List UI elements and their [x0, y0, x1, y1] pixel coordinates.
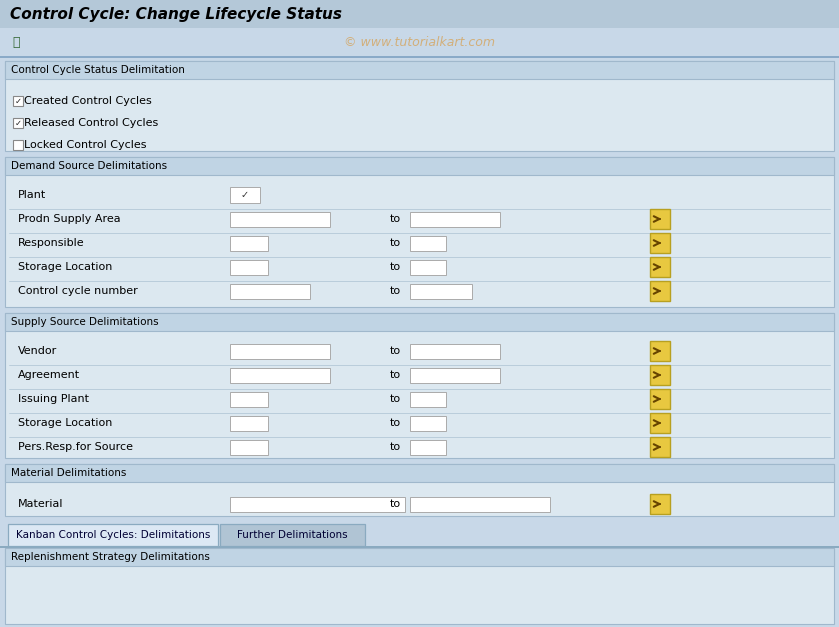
Text: to: to: [389, 499, 400, 509]
Text: Pers.Resp.for Source: Pers.Resp.for Source: [18, 442, 133, 452]
Bar: [650, 413, 670, 433]
Text: to: to: [389, 346, 400, 356]
Bar: [410, 236, 446, 251]
Text: Created Control Cycles: Created Control Cycles: [24, 96, 152, 106]
Bar: [650, 494, 670, 514]
Bar: [5, 548, 834, 566]
Text: to: to: [389, 214, 400, 224]
Bar: [13, 140, 23, 150]
Text: Storage Location: Storage Location: [18, 262, 112, 272]
Text: Vendor: Vendor: [18, 346, 57, 356]
Text: Control Cycle Status Delimitation: Control Cycle Status Delimitation: [11, 65, 185, 75]
Bar: [650, 209, 670, 229]
Text: Control Cycle: Change Lifecycle Status: Control Cycle: Change Lifecycle Status: [10, 6, 342, 21]
Bar: [230, 236, 268, 251]
Bar: [5, 61, 834, 79]
Text: Locked Control Cycles: Locked Control Cycles: [24, 140, 147, 150]
Text: ⌛: ⌛: [13, 36, 20, 48]
Bar: [650, 281, 670, 301]
Text: Prodn Supply Area: Prodn Supply Area: [18, 214, 121, 224]
Text: Replenishment Strategy Delimitations: Replenishment Strategy Delimitations: [11, 552, 210, 562]
Bar: [410, 344, 500, 359]
Bar: [5, 464, 834, 516]
Text: Plant: Plant: [18, 190, 46, 200]
Bar: [410, 367, 500, 382]
Text: Released Control Cycles: Released Control Cycles: [24, 118, 159, 128]
Bar: [230, 260, 268, 275]
Text: ✓: ✓: [241, 190, 249, 200]
Bar: [220, 524, 365, 546]
Bar: [0, 56, 839, 58]
Bar: [0, 546, 839, 548]
Text: to: to: [389, 370, 400, 380]
Text: Material: Material: [18, 499, 64, 509]
Bar: [230, 440, 268, 455]
Bar: [13, 96, 23, 106]
Text: ✓: ✓: [14, 97, 22, 105]
Text: Responsible: Responsible: [18, 238, 85, 248]
Bar: [8, 524, 218, 546]
Text: to: to: [389, 442, 400, 452]
Text: to: to: [389, 238, 400, 248]
Text: to: to: [389, 262, 400, 272]
Bar: [410, 391, 446, 406]
Bar: [230, 344, 330, 359]
Bar: [13, 118, 23, 128]
Text: Control cycle number: Control cycle number: [18, 286, 138, 296]
Text: Kanban Control Cycles: Delimitations: Kanban Control Cycles: Delimitations: [16, 530, 211, 540]
Bar: [410, 283, 472, 298]
Text: to: to: [389, 286, 400, 296]
Text: Agreement: Agreement: [18, 370, 81, 380]
Bar: [230, 416, 268, 431]
Bar: [230, 283, 310, 298]
Bar: [230, 391, 268, 406]
Bar: [5, 548, 834, 624]
Bar: [230, 211, 330, 226]
Text: Supply Source Delimitations: Supply Source Delimitations: [11, 317, 159, 327]
Text: Issuing Plant: Issuing Plant: [18, 394, 89, 404]
Bar: [5, 157, 834, 307]
Bar: [650, 437, 670, 457]
Text: to: to: [389, 394, 400, 404]
Bar: [410, 260, 446, 275]
Bar: [650, 365, 670, 385]
Bar: [410, 211, 500, 226]
Text: © www.tutorialkart.com: © www.tutorialkart.com: [344, 36, 495, 48]
Text: Storage Location: Storage Location: [18, 418, 112, 428]
Bar: [230, 367, 330, 382]
Text: Material Delimitations: Material Delimitations: [11, 468, 127, 478]
Bar: [410, 497, 550, 512]
Bar: [230, 497, 405, 512]
Bar: [5, 313, 834, 331]
Text: to: to: [389, 418, 400, 428]
Bar: [650, 341, 670, 361]
Bar: [230, 187, 260, 203]
Bar: [650, 389, 670, 409]
Bar: [410, 416, 446, 431]
Text: Demand Source Delimitations: Demand Source Delimitations: [11, 161, 167, 171]
Bar: [5, 157, 834, 175]
Bar: [5, 464, 834, 482]
Bar: [5, 313, 834, 458]
Bar: [650, 257, 670, 277]
Bar: [5, 61, 834, 151]
Bar: [650, 233, 670, 253]
Text: Further Delimitations: Further Delimitations: [237, 530, 348, 540]
Text: ✓: ✓: [14, 119, 22, 127]
Bar: [410, 440, 446, 455]
Bar: [0, 0, 839, 28]
Bar: [0, 28, 839, 56]
